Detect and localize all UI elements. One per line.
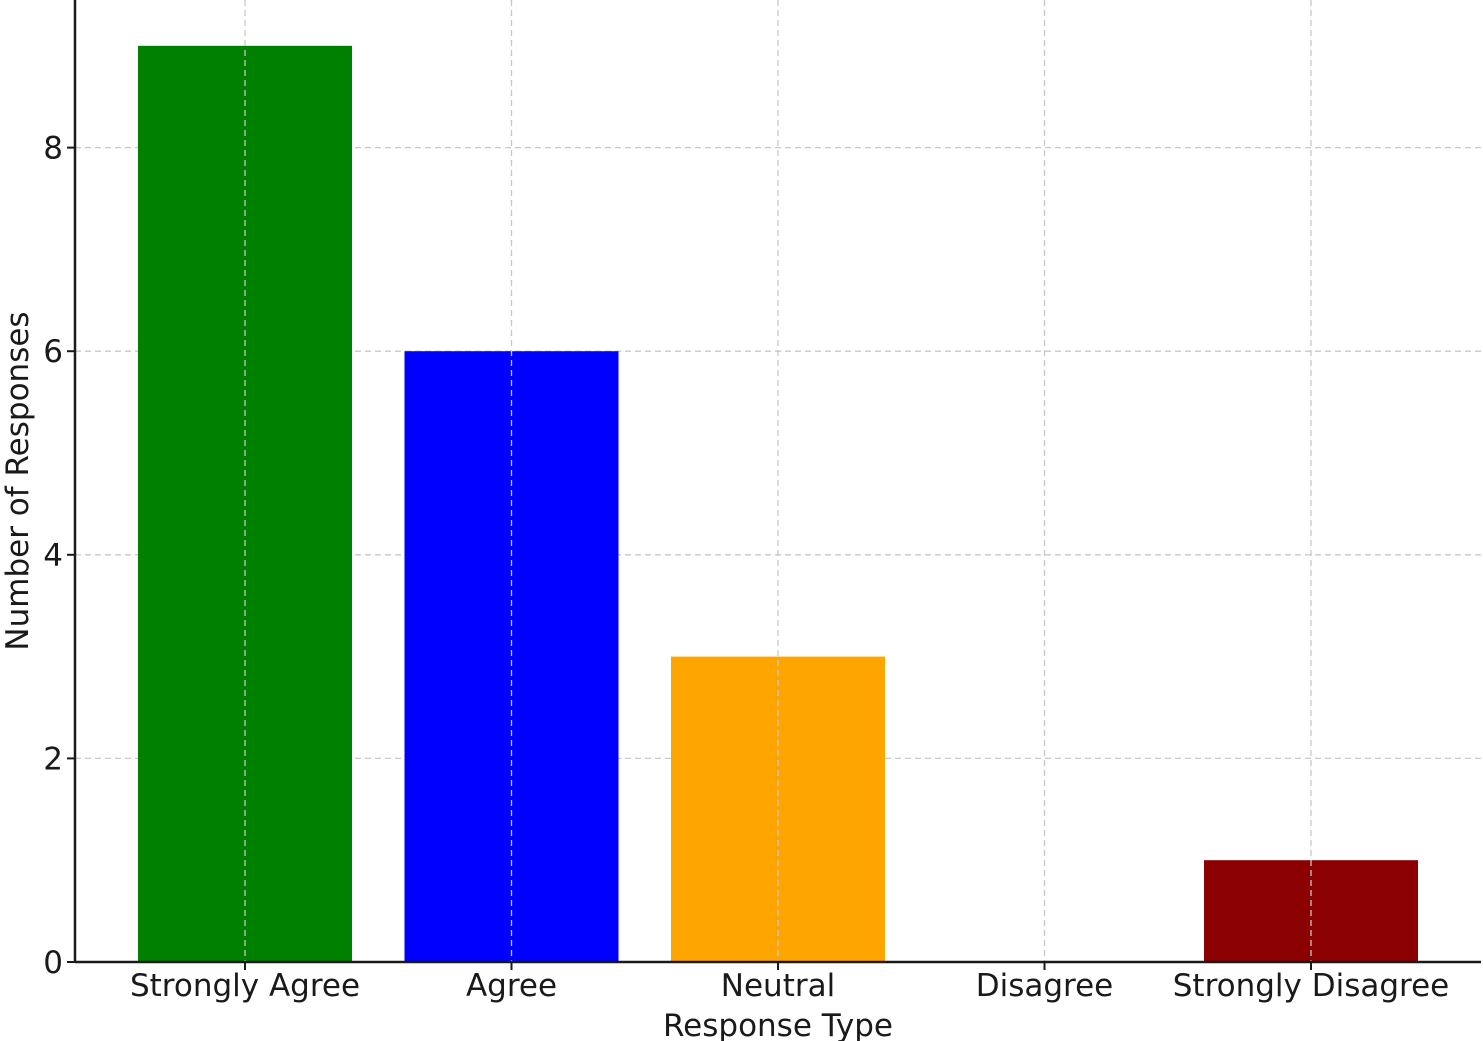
tick-layer: 0 2 4 6 8 Strongly Agree Agree Neutral Disagree S… xyxy=(43,131,1449,1004)
x-tick-label: Strongly Disagree xyxy=(1173,968,1450,1004)
x-tick-label: Agree xyxy=(466,968,557,1004)
vertical-grid-layer xyxy=(244,0,1312,962)
y-tick-label: 2 xyxy=(43,741,63,777)
x-tick-label: Neutral xyxy=(721,968,835,1004)
x-tick-label: Strongly Agree xyxy=(130,968,360,1004)
y-tick-label: 8 xyxy=(43,131,63,167)
x-axis-title: Response Type xyxy=(663,1008,893,1041)
y-tick-label: 4 xyxy=(43,538,63,574)
y-axis-title: Number of Responses xyxy=(0,311,36,650)
y-tick-label: 6 xyxy=(43,334,63,370)
y-tick-label: 0 xyxy=(43,945,63,981)
x-tick-label: Disagree xyxy=(976,968,1114,1004)
